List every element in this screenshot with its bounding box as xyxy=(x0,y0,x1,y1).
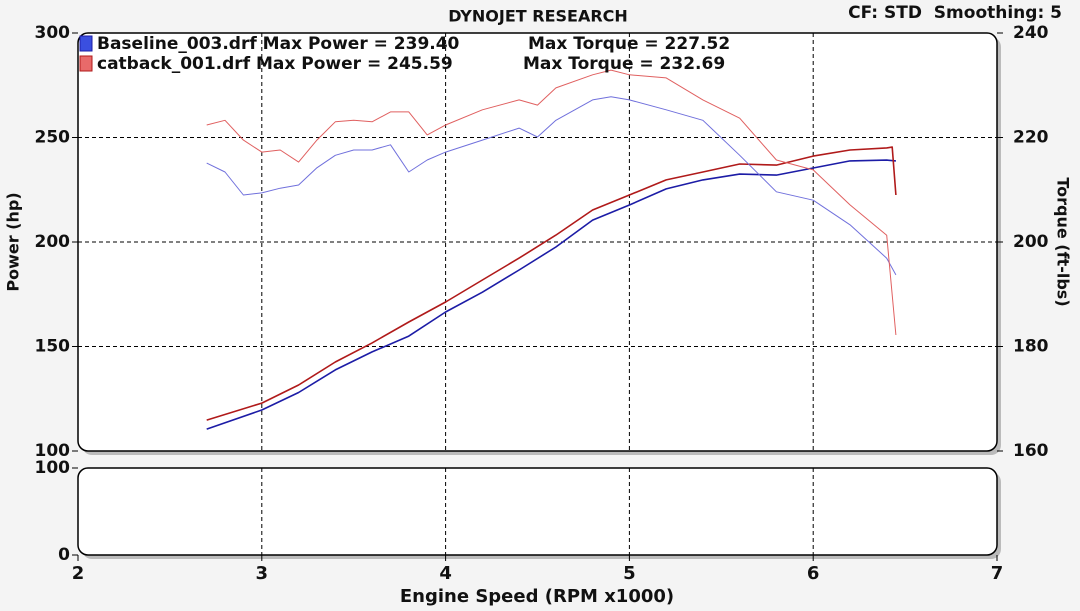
y2-axis-label: Torque (ft-lbs) xyxy=(1054,177,1073,306)
legend-note: Max Torque = 227.52 xyxy=(528,34,730,54)
y-tick-label: 100 xyxy=(35,458,71,478)
y2-tick-label: 240 xyxy=(1013,23,1049,43)
y-tick-label: 250 xyxy=(35,128,71,148)
y-tick-label: 200 xyxy=(35,232,71,252)
y-tick-label: 0 xyxy=(58,545,70,565)
legend-note: Max Torque = 232.69 xyxy=(523,54,725,74)
y-tick-label: 150 xyxy=(35,337,71,357)
plot-layer: 2 3 4 5 6 7 100 150 200 250 300 160 180 200 220 240 0 100… xyxy=(35,23,1049,584)
torque-line xyxy=(206,69,897,336)
x-tick-label: 5 xyxy=(623,563,636,584)
chart-title: DYNOJET RESEARCH xyxy=(448,7,628,26)
y2-tick-label: 200 xyxy=(1013,232,1049,252)
legend-swatch xyxy=(79,35,93,52)
annotation: CF: STD Smoothing: 5 xyxy=(848,3,1062,23)
x-tick-label: 2 xyxy=(72,563,85,584)
x-tick-label: 6 xyxy=(807,563,820,584)
power-line xyxy=(206,159,896,430)
power-line xyxy=(206,146,897,421)
y2-tick-label: 160 xyxy=(1013,441,1049,461)
legend-swatch xyxy=(79,55,93,72)
x-tick-label: 4 xyxy=(439,563,452,584)
y-axis-label: Power (hp) xyxy=(4,192,23,291)
y2-tick-label: 220 xyxy=(1013,128,1049,148)
y-tick-label: 300 xyxy=(35,23,71,43)
x-tick-label: 3 xyxy=(256,563,269,584)
legend-entry: Baseline_003.drf Max Power = 239.40 xyxy=(97,34,460,54)
legend-entry: catback_001.drf Max Power = 245.59 xyxy=(97,54,453,74)
y-tick-label: 100 xyxy=(35,441,71,461)
torque-line xyxy=(206,96,897,276)
y2-tick-label: 180 xyxy=(1013,337,1049,357)
x-axis-label: Engine Speed (RPM x1000) xyxy=(400,586,674,607)
lower-panel xyxy=(77,467,998,556)
main-panel xyxy=(77,32,998,452)
x-tick-label: 7 xyxy=(991,563,1004,584)
